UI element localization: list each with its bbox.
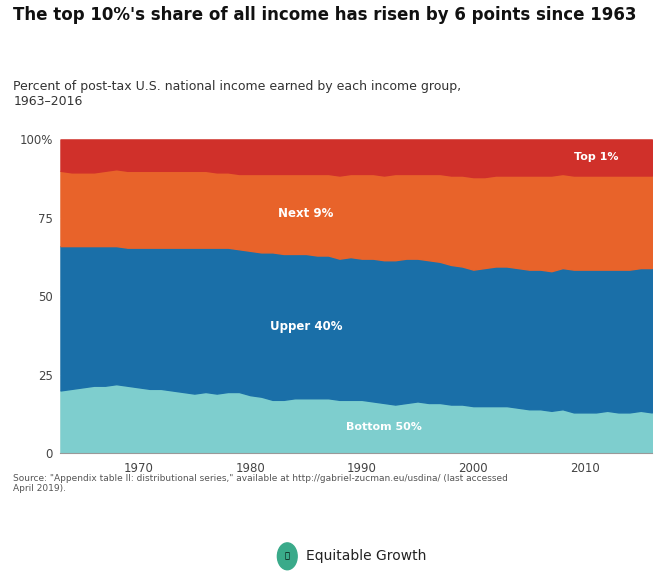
Text: Top 1%: Top 1% [574,152,618,163]
Text: The top 10%'s share of all income has risen by 6 points since 1963: The top 10%'s share of all income has ri… [13,6,637,24]
Text: Equitable Growth: Equitable Growth [306,549,426,563]
Text: Percent of post-tax U.S. national income earned by each income group,
1963–2016: Percent of post-tax U.S. national income… [13,80,462,108]
Text: Upper 40%: Upper 40% [269,320,342,332]
Text: 🌿: 🌿 [285,552,290,561]
Circle shape [278,543,297,570]
Text: Bottom 50%: Bottom 50% [346,421,422,432]
Text: Source: "Appendix table II: distributional series," available at http://gabriel-: Source: "Appendix table II: distribution… [13,474,508,493]
Text: Next 9%: Next 9% [278,207,333,220]
